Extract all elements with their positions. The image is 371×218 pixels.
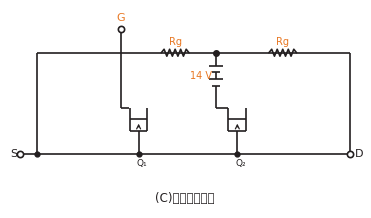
Text: S: S [10,149,17,159]
Text: Q₁: Q₁ [137,159,147,168]
Text: Rg: Rg [276,37,289,47]
Text: (C)使用其他电源: (C)使用其他电源 [155,192,215,205]
Text: D: D [355,149,363,159]
Text: Q₂: Q₂ [235,159,246,168]
Text: G: G [116,13,125,23]
Text: 14 V: 14 V [190,72,212,81]
Text: Rg: Rg [169,37,182,47]
